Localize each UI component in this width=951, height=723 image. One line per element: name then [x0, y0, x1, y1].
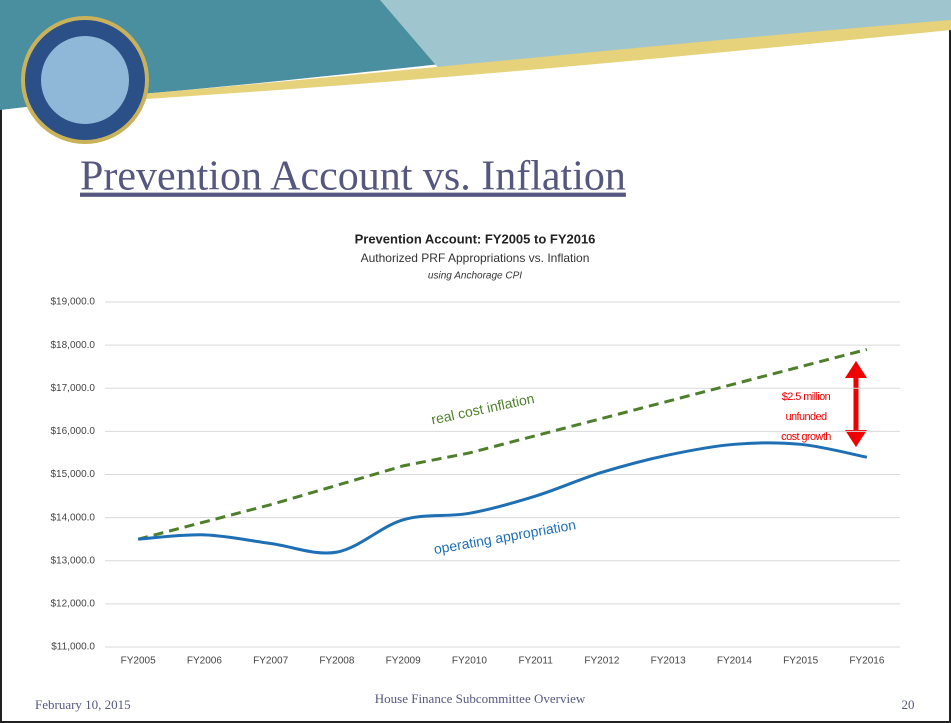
- x-tick-label: FY2014: [717, 656, 752, 667]
- y-tick-label: $14,000.0: [51, 512, 96, 523]
- annotation-line: cost growth: [781, 431, 831, 443]
- series-line: [137, 347, 868, 541]
- chart-subtitle: Authorized PRF Appropriations vs. Inflat…: [361, 251, 590, 265]
- footer-date: February 10, 2015: [35, 697, 131, 712]
- annotation-line: $2.5 million: [782, 391, 831, 403]
- x-tick-label: FY2005: [121, 656, 156, 667]
- x-tick-label: FY2015: [783, 656, 818, 667]
- arrow-head: [845, 361, 867, 378]
- series-line: [138, 441, 868, 555]
- x-tick-label: FY2011: [518, 656, 553, 667]
- arrow-head: [845, 430, 867, 447]
- page-number: 20: [902, 697, 915, 712]
- y-tick-label: $15,000.0: [51, 469, 96, 480]
- y-tick-label: $18,000.0: [51, 340, 96, 351]
- x-tick-label: FY2010: [452, 656, 487, 667]
- footer-center: House Finance Subcommittee Overview: [375, 691, 586, 706]
- x-tick-label: FY2013: [651, 656, 686, 667]
- logo-inner: [41, 36, 129, 124]
- annotation-line: unfunded: [785, 411, 827, 423]
- y-tick-label: $11,000.0: [51, 642, 95, 653]
- slide-title: Prevention Account vs. Inflation: [80, 154, 626, 200]
- x-tick-label: FY2007: [253, 656, 288, 667]
- y-tick-label: $19,000.0: [51, 297, 96, 308]
- y-tick-label: $12,000.0: [51, 599, 96, 610]
- x-tick-label: FY2008: [319, 656, 354, 667]
- x-tick-label: FY2016: [849, 656, 884, 667]
- x-tick-label: FY2009: [386, 656, 421, 667]
- y-tick-label: $17,000.0: [51, 383, 96, 394]
- plot: $11,000.0 $12,000.0 $13,000.0 $14,000.0 $15,…: [51, 297, 900, 667]
- header-gold: [130, 20, 951, 100]
- double-arrow: [845, 361, 867, 447]
- chart-note: using Anchorage CPI: [428, 271, 522, 282]
- y-tick-label: $16,000.0: [51, 426, 96, 437]
- x-tick-label: FY2006: [187, 656, 222, 667]
- y-tick-label: $13,000.0: [51, 555, 96, 566]
- x-tick-label: FY2012: [584, 656, 619, 667]
- header-swoosh-light: [380, 0, 951, 70]
- annotation: $2.5 million unfunded cost growth: [781, 391, 832, 443]
- chart-title: Prevention Account: FY2005 to FY2016: [355, 231, 596, 246]
